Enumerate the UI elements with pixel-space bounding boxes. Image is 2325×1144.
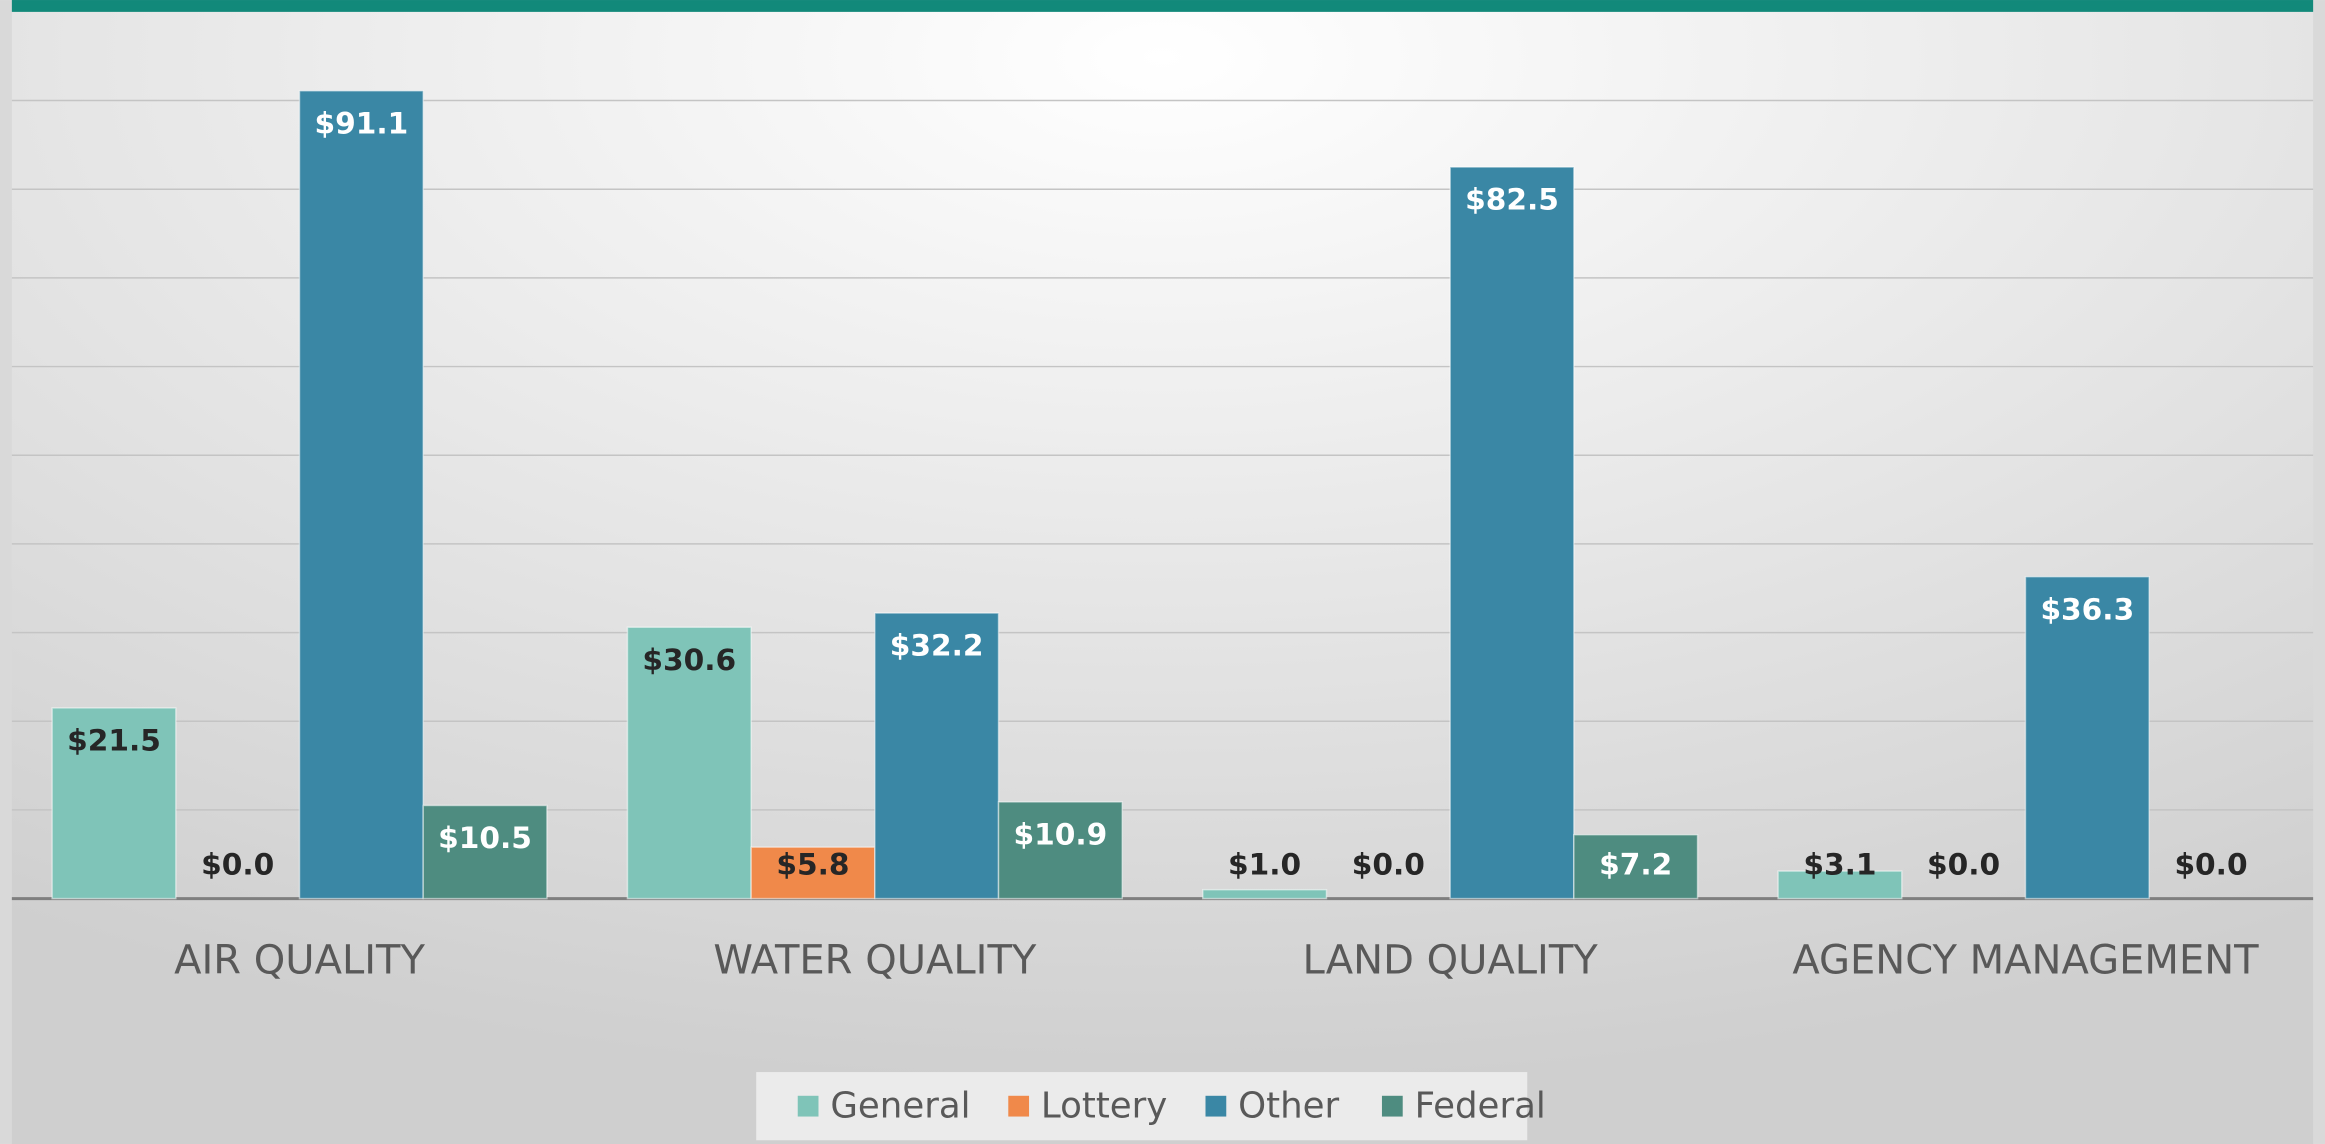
legend-swatch [1381, 1095, 1403, 1117]
data-label: $36.3 [2040, 591, 2134, 626]
data-label: $0.0 [2174, 846, 2247, 881]
data-label: $1.0 [1228, 846, 1301, 881]
bar [298, 90, 424, 900]
bar [626, 626, 752, 900]
bar [1573, 833, 1699, 900]
x-tick-label: AGENCY MANAGEMENT [1792, 937, 2259, 983]
bar [2024, 575, 2150, 900]
data-label: $32.2 [890, 628, 984, 663]
bar [1777, 870, 1903, 900]
data-label: $21.5 [67, 723, 161, 758]
data-label: $82.5 [1465, 182, 1559, 217]
data-label: $91.1 [314, 105, 408, 140]
data-label: $10.9 [1013, 817, 1107, 852]
data-label: $0.0 [1352, 846, 1425, 881]
bar [997, 801, 1123, 900]
data-label: $0.0 [201, 846, 274, 881]
legend-label: Other [1238, 1086, 1339, 1127]
bar [750, 846, 876, 900]
x-tick-label: WATER QUALITY [713, 937, 1037, 983]
x-tick-label: LAND QUALITY [1303, 937, 1599, 983]
data-label: $10.5 [438, 820, 532, 855]
bar [422, 804, 548, 900]
data-label: $5.8 [776, 846, 849, 881]
bar [51, 707, 177, 900]
data-label: $0.0 [1927, 846, 2000, 881]
top-band [11, 0, 2314, 12]
legend-label: General [830, 1086, 970, 1127]
data-label: $3.1 [1803, 846, 1876, 881]
legend-swatch [797, 1095, 819, 1117]
bar [1449, 166, 1575, 900]
bar [1202, 888, 1328, 900]
bar [874, 612, 1000, 900]
legend-swatch [1205, 1095, 1227, 1117]
legend-label: Lottery [1041, 1086, 1167, 1127]
legend-swatch [1008, 1095, 1030, 1117]
legend-label: Federal [1415, 1086, 1546, 1127]
data-label: $7.2 [1599, 846, 1672, 881]
x-tick-label: AIR QUALITY [174, 937, 425, 983]
data-label: $30.6 [642, 642, 736, 677]
